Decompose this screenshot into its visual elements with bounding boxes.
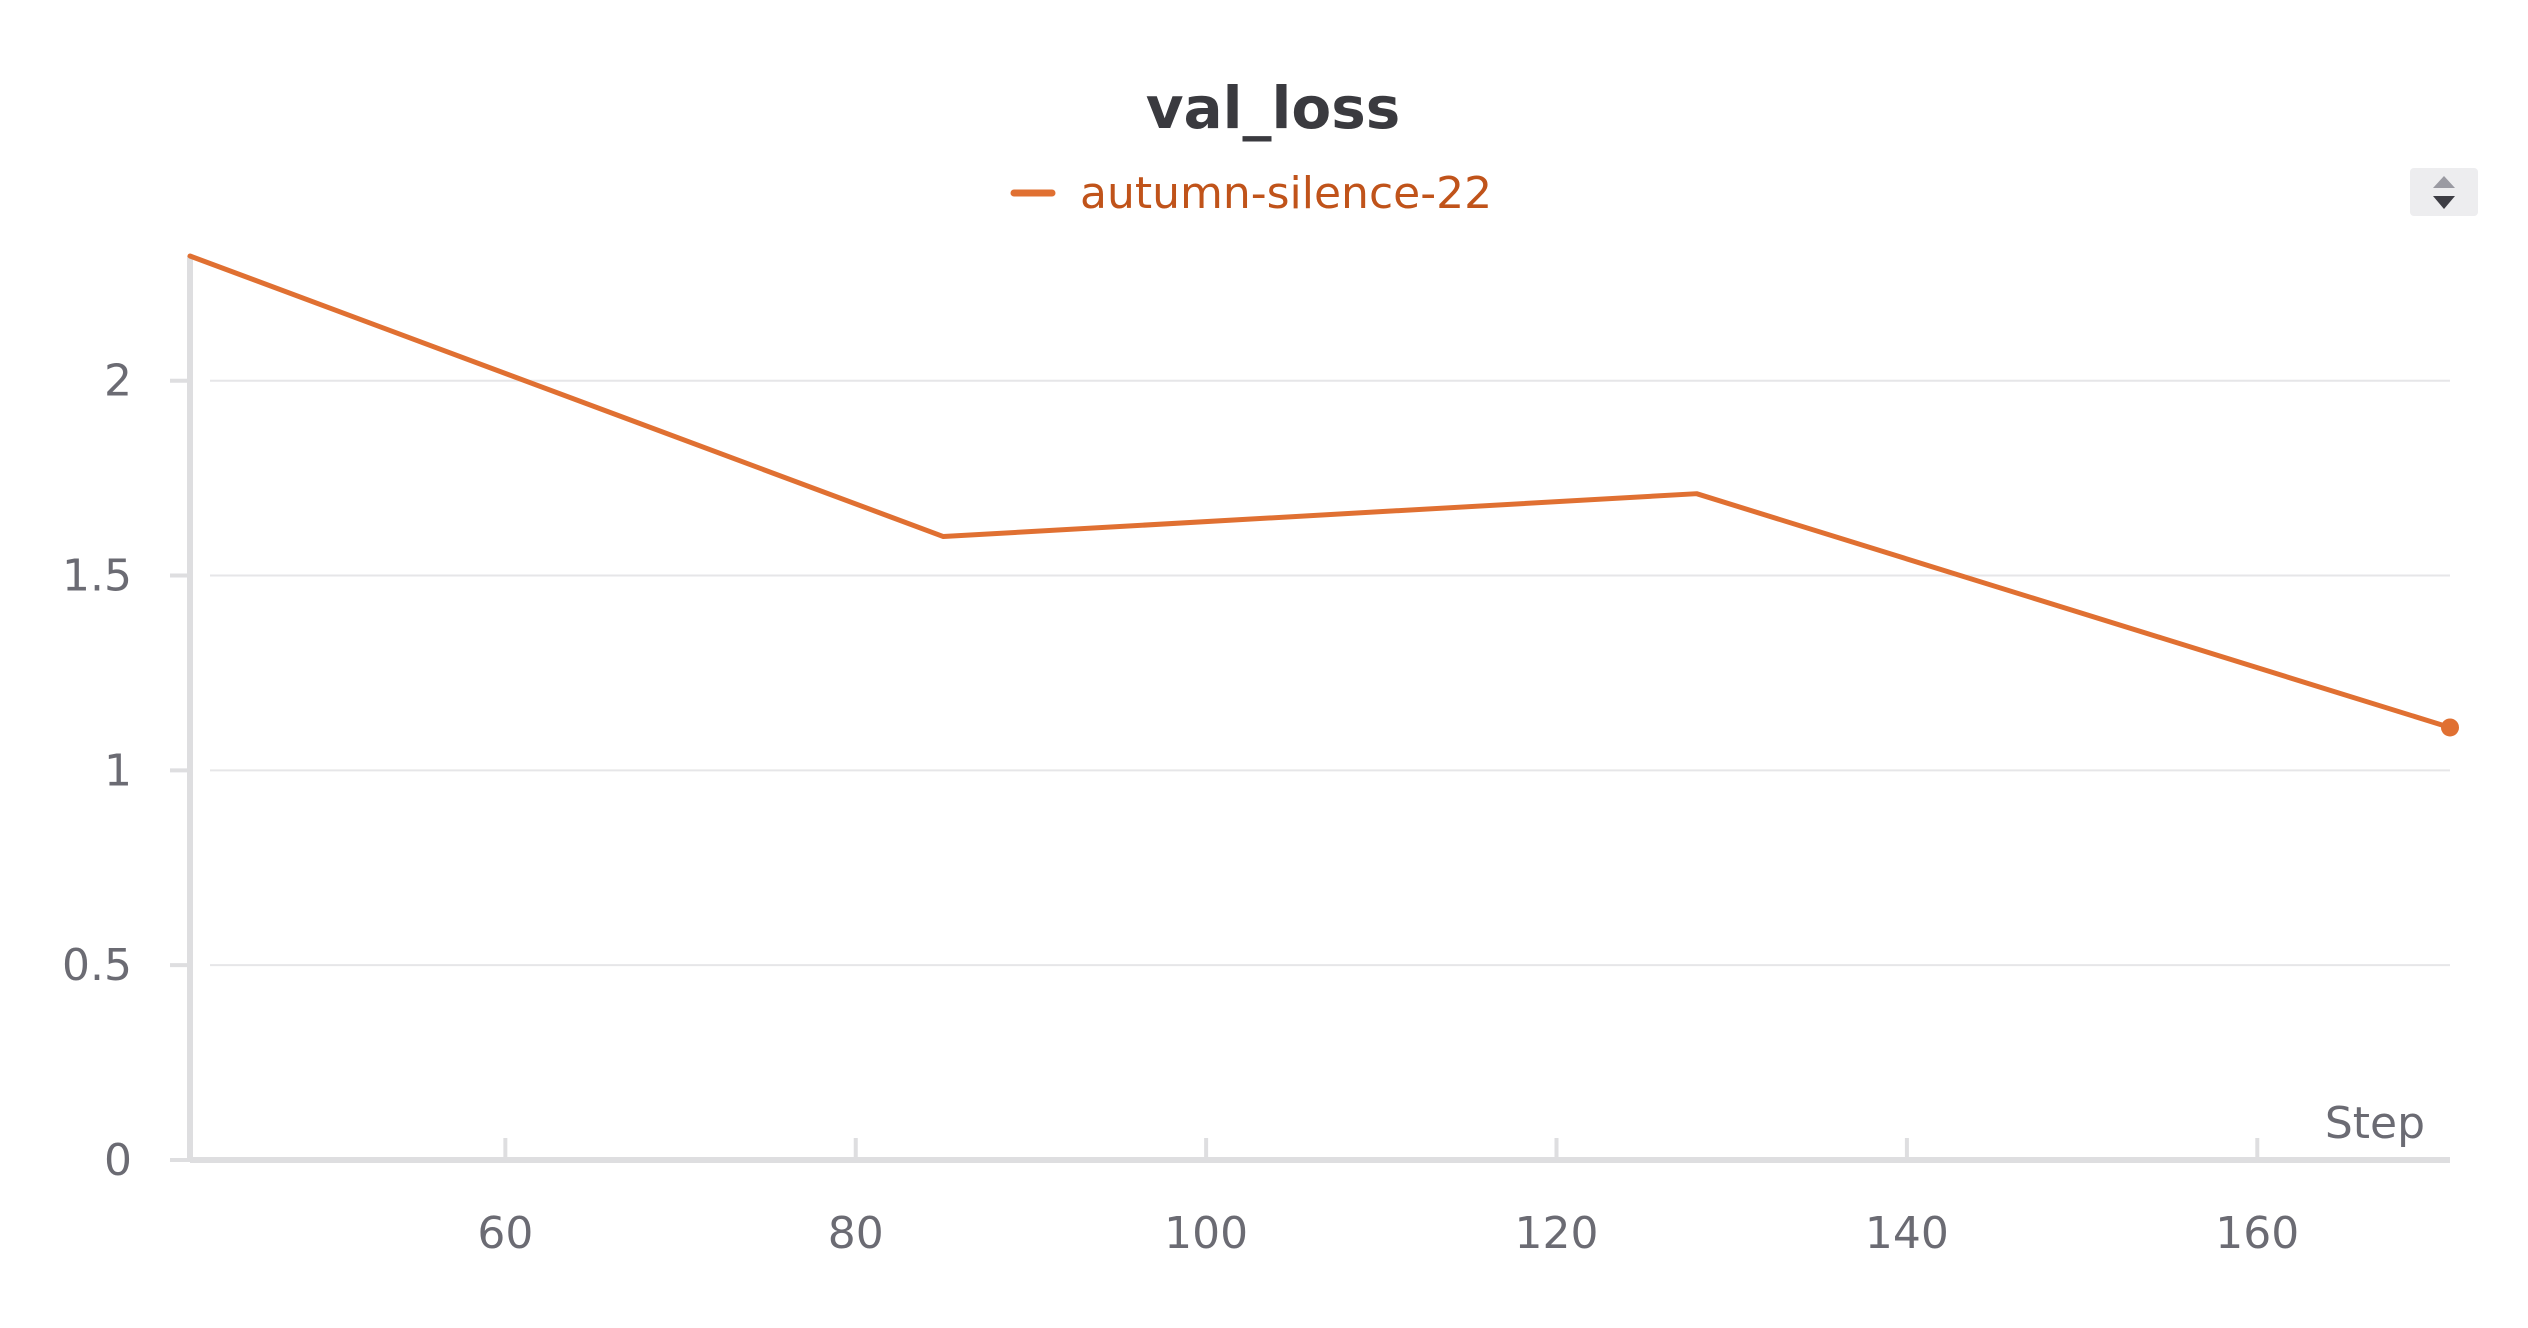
x-tick-label: 100	[1164, 1208, 1248, 1259]
triangle-up-icon[interactable]	[2433, 176, 2455, 188]
axis-layer	[170, 256, 2450, 1163]
grid-layer	[210, 379, 2450, 967]
y-tick-label: 0.5	[62, 940, 132, 991]
y-tick-label: 1	[104, 745, 132, 796]
x-tick-label: 60	[477, 1208, 533, 1259]
legend-scroll-control[interactable]	[2410, 168, 2478, 216]
series-end-point	[2441, 718, 2459, 737]
series-line-autumn-silence-22	[187, 253, 2453, 730]
x-tick-label: 160	[2215, 1208, 2299, 1259]
triangle-down-icon[interactable]	[2433, 196, 2455, 209]
legend-scroll-background	[2410, 168, 2478, 216]
text-layer: val_loss Step 0 0.5 1 1.5 2 60 80 100 120 140 160	[62, 74, 2425, 1259]
series-layer	[187, 253, 2459, 737]
x-tick-label: 120	[1515, 1208, 1599, 1259]
legend: autumn-silence-22	[1010, 168, 1492, 219]
x-axis-label: Step	[2325, 1098, 2425, 1149]
y-tick-label: 1.5	[62, 551, 132, 602]
x-tick-label: 140	[1865, 1208, 1949, 1259]
legend-label: autumn-silence-22	[1080, 168, 1492, 219]
chart-title: val_loss	[1146, 74, 1401, 142]
x-tick-label: 80	[828, 1208, 884, 1259]
y-tick-label: 0	[104, 1135, 132, 1186]
y-tick-label: 2	[104, 356, 132, 407]
